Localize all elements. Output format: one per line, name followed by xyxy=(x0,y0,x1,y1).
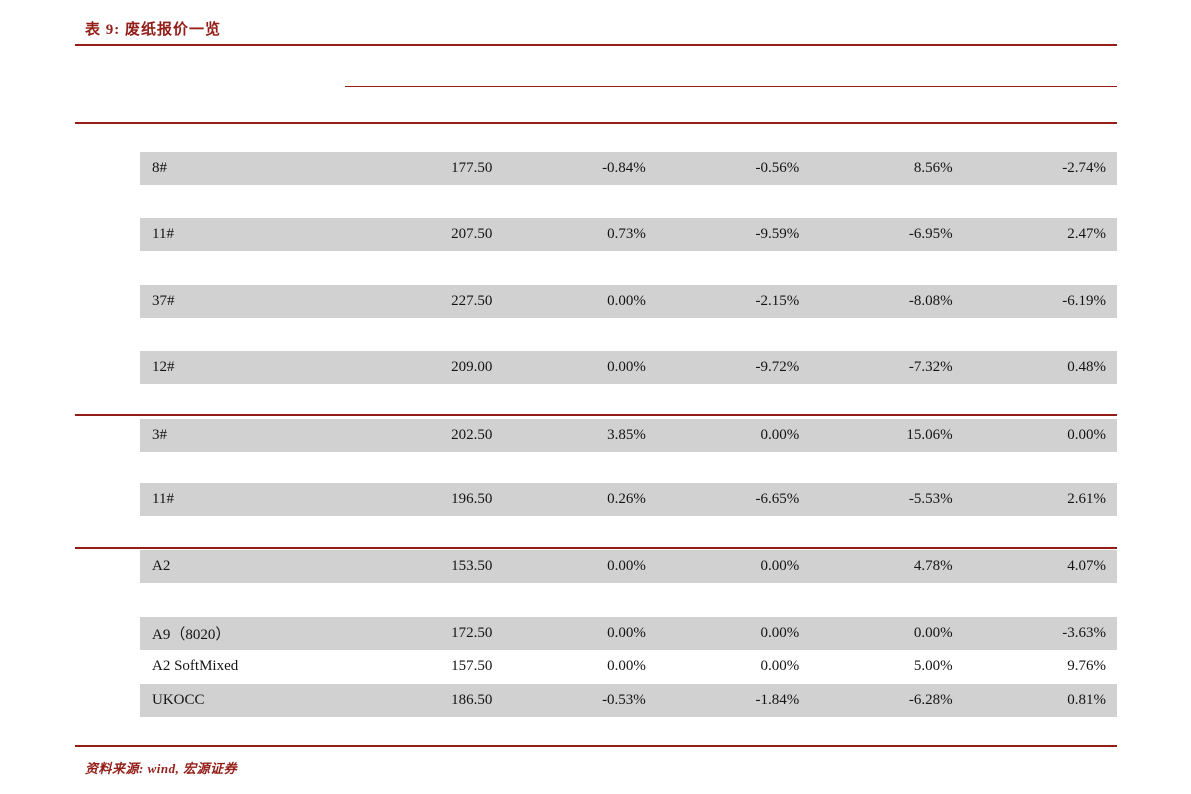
row-value: 0.00% xyxy=(760,625,800,641)
row-value: -3.63% xyxy=(1062,625,1107,641)
header-bottom-line xyxy=(75,122,1117,124)
row-value: -9.72% xyxy=(755,359,800,375)
row-value: 2.61% xyxy=(1067,491,1107,507)
row-value: 9.76% xyxy=(1067,658,1107,674)
row-value: 0.26% xyxy=(607,491,646,507)
row-value: -0.56% xyxy=(755,160,800,176)
table-row: 3# 202.50 3.85% 0.00% 15.06% 0.00% xyxy=(140,419,1117,452)
row-value: 15.06% xyxy=(906,427,953,443)
row-value: 0.81% xyxy=(1067,692,1107,708)
row-value: 0.00% xyxy=(607,625,646,641)
row-value: 0.00% xyxy=(607,359,646,375)
table-title: 表 9: 废纸报价一览 xyxy=(85,22,221,38)
row-label: 11# xyxy=(152,491,174,507)
row-value: 0.00% xyxy=(1067,427,1107,443)
row-value: -7.32% xyxy=(908,359,953,375)
row-value: 8.56% xyxy=(913,160,953,176)
header-group-line xyxy=(345,86,1117,87)
row-value: 0.00% xyxy=(760,658,800,674)
row-value: 0.00% xyxy=(913,625,953,641)
row-label: 37# xyxy=(152,293,175,309)
row-value: 4.78% xyxy=(913,558,953,574)
table-row: 37# 227.50 0.00% -2.15% -8.08% -6.19% xyxy=(140,285,1117,318)
section-separator-line-2 xyxy=(75,547,1117,549)
row-label: A2 SoftMixed xyxy=(152,658,239,674)
row-label: A9（8020） xyxy=(152,627,231,643)
row-value: 0.00% xyxy=(607,658,646,674)
row-label: 8# xyxy=(152,160,167,176)
row-value: 157.50 xyxy=(451,658,493,674)
row-value: 196.50 xyxy=(451,491,493,507)
row-value: 0.00% xyxy=(607,558,646,574)
row-value: -1.84% xyxy=(755,692,800,708)
row-value: 0.00% xyxy=(760,558,800,574)
row-value: -2.74% xyxy=(1062,160,1107,176)
row-value: 0.48% xyxy=(1067,359,1107,375)
row-value: 5.00% xyxy=(913,658,953,674)
row-value: -6.65% xyxy=(755,491,800,507)
row-value: 4.07% xyxy=(1067,558,1107,574)
row-label: 3# xyxy=(152,427,167,443)
row-label: UKOCC xyxy=(152,692,205,708)
table-row: 11# 196.50 0.26% -6.65% -5.53% 2.61% xyxy=(140,483,1117,516)
row-value: 3.85% xyxy=(607,427,646,443)
table-row: A2 SoftMixed 157.50 0.00% 0.00% 5.00% 9.… xyxy=(140,650,1117,683)
table-row: 8# 177.50 -0.84% -0.56% 8.56% -2.74% xyxy=(140,152,1117,185)
row-value: 177.50 xyxy=(451,160,493,176)
row-value: -6.95% xyxy=(908,226,953,242)
row-value: -8.08% xyxy=(908,293,953,309)
table-row: A9（8020） 172.50 0.00% 0.00% 0.00% -3.63% xyxy=(140,617,1117,650)
separator-line-bottom xyxy=(75,745,1117,747)
row-value: 207.50 xyxy=(451,226,493,242)
row-value: -5.53% xyxy=(908,491,953,507)
row-value: -9.59% xyxy=(755,226,800,242)
row-value: 0.00% xyxy=(760,427,800,443)
row-value: 209.00 xyxy=(451,359,493,375)
row-value: -0.84% xyxy=(602,160,646,176)
table-row: 11# 207.50 0.73% -9.59% -6.95% 2.47% xyxy=(140,218,1117,251)
row-value: -0.53% xyxy=(602,692,646,708)
row-value: -6.19% xyxy=(1062,293,1107,309)
table-row: 12# 209.00 0.00% -9.72% -7.32% 0.48% xyxy=(140,351,1117,384)
table-row: UKOCC 186.50 -0.53% -1.84% -6.28% 0.81% xyxy=(140,684,1117,717)
separator-line-top xyxy=(75,44,1117,46)
row-value: -6.28% xyxy=(908,692,953,708)
row-value: 172.50 xyxy=(451,625,493,641)
row-label: 12# xyxy=(152,359,175,375)
row-value: -2.15% xyxy=(755,293,800,309)
row-label: A2 xyxy=(152,558,171,574)
row-value: 202.50 xyxy=(451,427,493,443)
row-value: 0.00% xyxy=(607,293,646,309)
section-separator-line-1 xyxy=(75,414,1117,416)
row-value: 227.50 xyxy=(451,293,493,309)
row-value: 2.47% xyxy=(1067,226,1107,242)
table-row: A2 153.50 0.00% 0.00% 4.78% 4.07% xyxy=(140,550,1117,583)
source-note: 资料来源: wind, 宏源证券 xyxy=(85,761,238,776)
row-label: 11# xyxy=(152,226,174,242)
row-value: 153.50 xyxy=(451,558,493,574)
row-value: 0.73% xyxy=(607,226,646,242)
row-value: 186.50 xyxy=(451,692,493,708)
